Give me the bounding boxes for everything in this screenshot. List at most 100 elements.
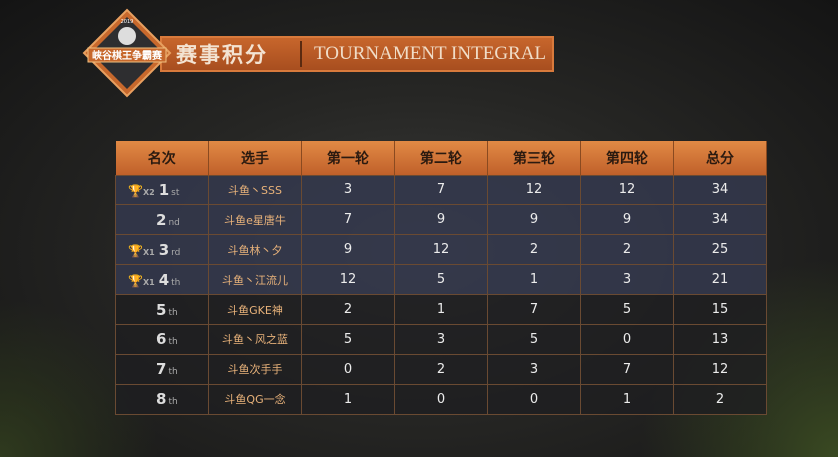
header-row: 名次 选手 第一轮 第二轮 第三轮 第四轮 总分 (115, 141, 767, 175)
col-rank: 名次 (115, 141, 209, 175)
rank-number: 7 (156, 360, 167, 379)
total-score: 13 (673, 323, 767, 355)
round4-score: 2 (580, 234, 674, 266)
round3-score: 2 (487, 234, 581, 266)
round1-score: 7 (301, 204, 395, 236)
round4-score: 0 (580, 323, 674, 355)
rank-number: 2 (156, 210, 167, 229)
total-score: 34 (673, 204, 767, 236)
rank-suffix: rd (171, 247, 181, 258)
round3-score: 12 (487, 174, 581, 206)
round3-score: 0 (487, 383, 581, 415)
trophy-count: X1 (142, 247, 155, 257)
round2-score: 0 (394, 383, 488, 415)
col-round4: 第四轮 (580, 141, 674, 175)
round2-score: 7 (394, 174, 488, 206)
rank-number: 3 (158, 240, 170, 259)
round1-score: 1 (301, 383, 395, 415)
round2-score: 3 (394, 323, 488, 355)
player-name: 斗鱼GKE神 (208, 294, 302, 325)
rank-number: 5 (156, 300, 167, 319)
round1-score: 5 (301, 323, 395, 355)
round1-score: 2 (301, 294, 395, 325)
rank-suffix: th (171, 277, 181, 288)
round3-score: 3 (487, 353, 581, 385)
trophy-icon: 🏆 (128, 183, 143, 198)
rank-suffix: th (168, 307, 178, 318)
rank-number: 1 (158, 180, 170, 199)
trophy-icon: 🏆 (128, 273, 143, 288)
col-round1: 第一轮 (301, 141, 395, 175)
rank-suffix: nd (168, 217, 180, 228)
total-score: 15 (673, 294, 767, 325)
round1-score: 9 (301, 234, 395, 266)
player-name: 斗鱼丶江流儿 (208, 264, 302, 296)
col-total: 总分 (673, 141, 767, 175)
logo-year: 2019 (121, 19, 134, 25)
player-name: 斗鱼次手手 (208, 353, 302, 385)
total-score: 21 (673, 264, 767, 296)
rank-number: 4 (158, 270, 170, 289)
total-score: 2 (673, 383, 767, 415)
round3-score: 7 (487, 294, 581, 325)
round1-score: 0 (301, 353, 395, 385)
round4-score: 9 (580, 204, 674, 236)
col-player: 选手 (208, 141, 302, 175)
trophy-count: X1 (142, 277, 155, 287)
round3-score: 5 (487, 323, 581, 355)
round3-score: 1 (487, 264, 581, 296)
player-name: 斗鱼丶风之蓝 (208, 323, 302, 355)
trophy-count: X2 (142, 187, 155, 197)
round2-score: 5 (394, 264, 488, 296)
col-round3: 第三轮 (487, 141, 581, 175)
logo-text: 峡谷棋王争霸赛 (92, 49, 163, 62)
round2-score: 12 (394, 234, 488, 266)
round1-score: 3 (301, 174, 395, 206)
player-name: 斗鱼林丶夕 (208, 234, 302, 266)
round2-score: 2 (394, 353, 488, 385)
round2-score: 9 (394, 204, 488, 236)
divider (300, 41, 302, 67)
round1-score: 12 (301, 264, 395, 296)
tournament-logo: 峡谷棋王争霸赛 2019 (82, 8, 172, 98)
round4-score: 1 (580, 383, 674, 415)
title-en: TOURNAMENT INTEGRAL (314, 43, 547, 64)
total-score: 25 (673, 234, 767, 266)
total-score: 34 (673, 174, 767, 206)
rank-suffix: th (168, 367, 178, 378)
rank-number: 8 (156, 390, 167, 409)
rank-number: 6 (156, 330, 167, 349)
player-name: 斗鱼e星唐牛 (208, 204, 302, 236)
rank-suffix: th (168, 337, 178, 348)
rank-suffix: st (171, 187, 180, 198)
title-cn: 赛事积分 (176, 43, 268, 67)
player-name: 斗鱼丶SSS (208, 174, 302, 206)
col-round2: 第二轮 (394, 141, 488, 175)
round3-score: 9 (487, 204, 581, 236)
rank-suffix: th (168, 397, 178, 408)
round4-score: 5 (580, 294, 674, 325)
player-name: 斗鱼QG一念 (208, 383, 302, 415)
round2-score: 1 (394, 294, 488, 325)
title-banner: 赛事积分 TOURNAMENT INTEGRAL (160, 36, 554, 72)
total-score: 12 (673, 353, 767, 385)
trophy-icon: 🏆 (128, 243, 143, 258)
round4-score: 7 (580, 353, 674, 385)
